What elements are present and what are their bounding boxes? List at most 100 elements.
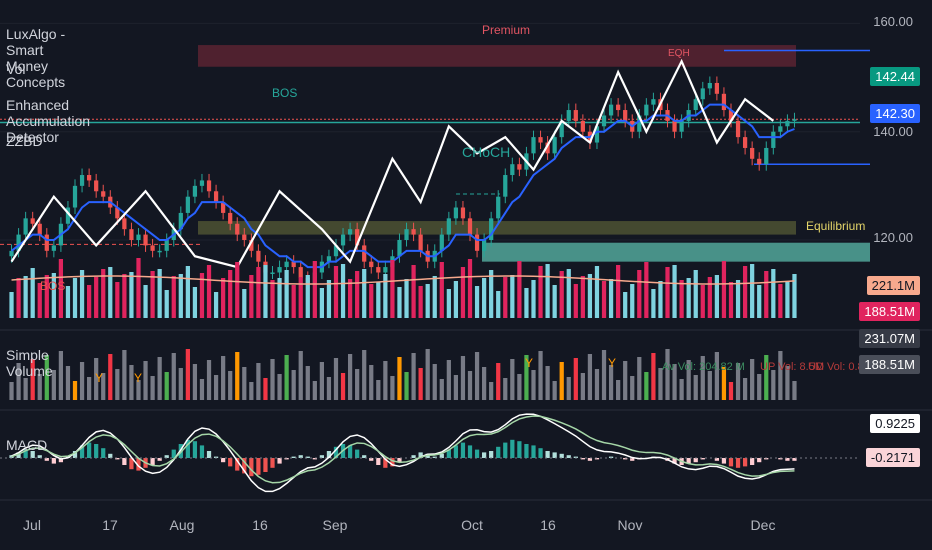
simple-volume-bar bbox=[531, 370, 536, 400]
macd-histogram-bar bbox=[213, 456, 219, 458]
candle-body bbox=[115, 207, 120, 219]
volume-bar bbox=[531, 280, 536, 318]
simple-volume-bar bbox=[397, 357, 402, 400]
simple-volume-bar bbox=[101, 373, 106, 400]
candle-body bbox=[771, 131, 776, 148]
simple-volume-bar bbox=[474, 352, 480, 400]
x-tick-label: Nov bbox=[618, 517, 643, 533]
simple-volume-bar bbox=[242, 367, 247, 400]
simple-volume-bar bbox=[263, 378, 268, 400]
legend-simple-volume[interactable]: Simple Volume bbox=[6, 347, 53, 379]
simple-volume-bar bbox=[228, 371, 233, 400]
volume-bar bbox=[510, 275, 515, 318]
volume-bar bbox=[679, 280, 684, 318]
volume-bar bbox=[545, 264, 550, 318]
macd-signal-line bbox=[11, 415, 795, 484]
volume-bar bbox=[587, 274, 593, 318]
simple-volume-bar bbox=[362, 350, 367, 400]
volume-bar bbox=[249, 275, 254, 318]
simple-volume-bar bbox=[418, 368, 423, 400]
candle-body bbox=[206, 180, 212, 192]
legend-smc[interactable]: LuxAlgo - Smart Money Concepts bbox=[6, 26, 66, 90]
legend-accumulation[interactable]: Enhanced Accumulation Detector bbox=[6, 97, 91, 145]
simple-volume-bar bbox=[728, 382, 734, 400]
simple-volume-bar bbox=[44, 355, 49, 400]
volume-bar bbox=[566, 269, 571, 318]
macd-histogram-bar bbox=[171, 449, 176, 458]
macd-line bbox=[11, 413, 795, 493]
legend-zzbd[interactable]: ZZBD bbox=[6, 133, 43, 149]
volume-bar bbox=[263, 265, 268, 318]
macd-histogram-bar bbox=[72, 451, 78, 458]
volume-bar bbox=[411, 265, 416, 318]
candle-body bbox=[122, 218, 127, 230]
macd-histogram-bar bbox=[277, 458, 282, 464]
volume-bar bbox=[764, 271, 769, 318]
simple-volume-bar bbox=[771, 370, 776, 400]
simple-volume-bar bbox=[87, 377, 92, 400]
volume-bar bbox=[355, 271, 360, 318]
volume-bar bbox=[185, 266, 190, 318]
legend-vol[interactable]: Vol bbox=[6, 61, 26, 77]
candle-body bbox=[735, 120, 741, 138]
macd-histogram-bar bbox=[778, 458, 783, 460]
candle-body bbox=[157, 250, 162, 253]
macd-histogram-bar bbox=[453, 445, 459, 458]
simple-volume-bar bbox=[778, 351, 783, 400]
equilibrium-zone bbox=[198, 221, 796, 235]
macd-histogram-bar bbox=[587, 458, 593, 461]
macd-histogram-bar bbox=[531, 445, 536, 458]
candle-body bbox=[192, 185, 198, 197]
legend-macd[interactable]: MACD bbox=[6, 437, 48, 453]
candle-body bbox=[150, 245, 155, 251]
simple-volume-bar bbox=[644, 372, 649, 400]
candle-body bbox=[764, 147, 769, 165]
volume-bar bbox=[559, 271, 564, 318]
macd-histogram-bar bbox=[608, 456, 614, 458]
x-tick-label: 17 bbox=[102, 517, 118, 533]
simple-volume-bar bbox=[143, 361, 148, 400]
macd-histogram-bar bbox=[573, 456, 578, 458]
macd-histogram-bar bbox=[319, 455, 324, 458]
candle-body bbox=[538, 137, 543, 143]
volume-bar bbox=[757, 285, 762, 318]
volume-bar bbox=[630, 284, 635, 318]
volume-bar bbox=[340, 264, 346, 318]
simple-volume-bar bbox=[270, 359, 275, 400]
candle-body bbox=[601, 115, 607, 127]
candle-body bbox=[178, 212, 183, 230]
volume-bar bbox=[594, 266, 600, 318]
macd-histogram-bar bbox=[136, 458, 141, 471]
candle-body bbox=[439, 234, 444, 251]
simple-volume-bar bbox=[108, 354, 113, 400]
candle-body bbox=[651, 99, 656, 105]
candle-body bbox=[460, 207, 466, 219]
simple-volume-bar bbox=[672, 364, 677, 400]
volume-bar bbox=[672, 265, 677, 318]
simple-volume-bar bbox=[482, 367, 487, 400]
x-tick-label: Jul bbox=[23, 517, 41, 533]
premium-zone bbox=[198, 45, 796, 67]
candle-body bbox=[566, 110, 571, 121]
simple-volume-bar bbox=[742, 378, 748, 400]
macd-histogram-bar bbox=[44, 458, 49, 461]
macd-histogram-bar bbox=[482, 452, 487, 458]
macd-histogram-bar bbox=[418, 452, 423, 458]
macd-histogram-bar bbox=[23, 449, 28, 458]
candle-body bbox=[644, 104, 649, 116]
volume-bar bbox=[637, 270, 642, 318]
volume-bar bbox=[418, 286, 423, 318]
candle-body bbox=[249, 240, 254, 251]
simple-volume-bar bbox=[277, 374, 282, 400]
volume-bar bbox=[23, 276, 28, 318]
candle-body bbox=[757, 158, 762, 165]
simple-volume-bar bbox=[721, 367, 727, 400]
volume-bar bbox=[503, 277, 508, 318]
simple-volume-bar bbox=[601, 350, 607, 400]
simple-volume-bar bbox=[587, 354, 593, 400]
y-marker-2: Y bbox=[525, 356, 533, 370]
simple-volume-bar bbox=[94, 358, 99, 400]
volume-bar bbox=[9, 292, 14, 318]
macd-histogram-bar bbox=[108, 453, 113, 458]
